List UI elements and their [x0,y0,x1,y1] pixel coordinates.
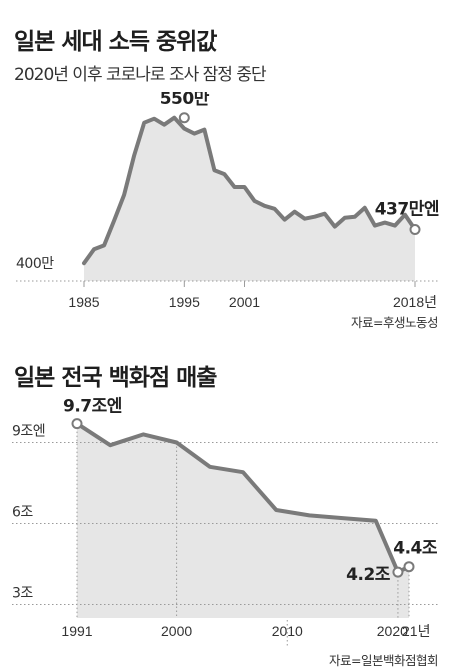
chart1-end-label: 437만엔 [375,200,439,220]
chart2-2021-label: 4.4조 [393,539,438,559]
chart2-ytick-label: 9조엔 [12,424,45,440]
chart1-peak-marker [178,112,190,124]
chart2-2020-label: 4.2조 [346,565,391,585]
chart1-xtick-label: 2018년 [393,294,437,310]
chart2-xtick-label: 2020 [377,623,408,639]
chart1-title: 일본 세대 소득 중위값 [14,29,217,55]
chart2-xtick-label: 21년 [402,623,430,639]
chart2-xtick-label: 2000 [161,623,192,639]
chart1-plot: 400만 1985 1995 2001 2018년 550만 437만엔 [16,92,440,310]
chart1-source: 자료=후생노동성 [351,315,438,330]
chart2-start-marker [71,418,83,430]
chart2-2021-marker [403,561,415,573]
chart1-ylabel: 400만 [16,256,54,272]
chart1-xtick-label: 1995 [169,294,200,310]
chart2-start-label: 9.7조엔 [63,397,122,417]
chart1-area [84,117,415,281]
chart1-end-marker [409,224,421,236]
chart1-subtitle: 2020년 이후 코로나로 조사 잠정 중단 [14,65,267,85]
chart2-xtick-label: 1991 [61,623,92,639]
chart1-line [82,115,417,266]
chart2-area [77,423,409,618]
chart2-line [75,421,411,575]
chart1-xtick-label: 2001 [229,294,260,310]
chart2-source: 자료=일본백화점협회 [329,653,438,668]
chart1-peak-label: 550만 [160,92,210,109]
chart1-xtick-label: 1985 [68,294,99,310]
chart2-title: 일본 전국 백화점 매출 [14,365,217,391]
chart2-ytick-label: 3조 [12,586,33,602]
chart2-ytick-label: 6조 [12,505,33,521]
chart2-2020-marker [392,566,404,578]
chart2-xtick-label: 2010 [272,623,303,639]
